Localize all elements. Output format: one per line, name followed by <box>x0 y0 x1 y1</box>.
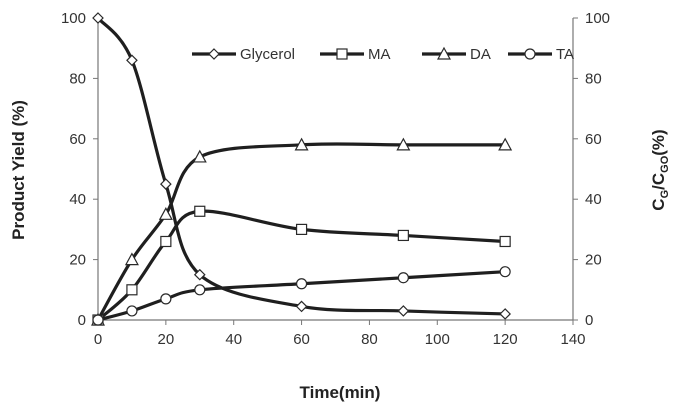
series-line-glycerol <box>96 16 507 316</box>
data-point-da <box>498 137 513 151</box>
data-point-da <box>294 137 309 151</box>
x-tick-label: 120 <box>493 331 518 348</box>
data-point-glycerol <box>397 305 410 317</box>
data-point-ma <box>499 235 511 248</box>
x-tick-label: 20 <box>158 331 175 348</box>
series-glycerol <box>92 12 511 320</box>
x-tick-label: 100 <box>425 331 450 348</box>
y-right-title-part-pct: (%) <box>649 129 668 155</box>
series-layer <box>90 12 513 326</box>
x-tick-label: 80 <box>361 331 378 348</box>
data-point-da <box>396 137 411 151</box>
y-right-title-sub-go: GO <box>659 155 671 173</box>
legend-marker <box>208 48 220 60</box>
y-right-title-part-slash: /C <box>649 173 668 190</box>
data-point-ma <box>397 229 409 242</box>
y-left-tick-label: 80 <box>69 70 86 87</box>
data-point-ta <box>160 293 172 305</box>
data-point-glycerol <box>193 268 206 281</box>
y-axis-left-title: Product Yield (%) <box>9 100 28 240</box>
data-point-ta <box>194 284 206 296</box>
data-point-glycerol <box>499 308 511 320</box>
x-tick-label: 40 <box>225 331 242 348</box>
y-right-tick-label: 100 <box>585 10 610 27</box>
data-point-ta <box>126 305 138 317</box>
y-right-tick-label: 0 <box>585 312 593 329</box>
y-left-tick-label: 40 <box>69 191 86 208</box>
data-point-da <box>158 207 173 220</box>
data-point-ta <box>295 278 308 290</box>
data-point-ta <box>499 266 511 278</box>
data-point-da <box>124 252 139 266</box>
data-point-glycerol <box>126 54 138 67</box>
y-axis-right-title: CG/CGO(%) <box>649 129 671 210</box>
data-point-ma <box>295 223 308 235</box>
y-right-tick-label: 80 <box>585 70 602 87</box>
data-point-ma <box>160 235 172 248</box>
x-axis-title: Time(min) <box>300 383 381 402</box>
y-right-tick-label: 40 <box>585 191 602 208</box>
legend-item-glycerol: Glycerol <box>192 46 295 63</box>
legend: Glycerol MA DA TA <box>192 46 574 63</box>
legend-marker <box>336 48 348 60</box>
legend-label: Glycerol <box>240 46 295 63</box>
data-point-glycerol <box>160 178 172 190</box>
y-left-tick-label: 100 <box>61 10 86 27</box>
legend-marker <box>524 48 536 60</box>
y-right-ticks: 0 20 40 60 80 100 <box>573 10 610 329</box>
data-point-ta <box>397 272 409 284</box>
legend-label: TA <box>556 46 574 63</box>
x-tick-label: 140 <box>560 331 585 348</box>
y-left-ticks: 0 20 40 60 80 100 <box>61 10 98 329</box>
data-point-ta <box>92 314 104 326</box>
y-left-tick-label: 60 <box>69 131 86 148</box>
y-left-tick-label: 20 <box>69 252 86 269</box>
x-tick-label: 0 <box>94 331 102 348</box>
y-right-tick-label: 20 <box>585 252 602 269</box>
data-point-glycerol <box>295 300 308 313</box>
plot-frame <box>97 18 574 321</box>
y-left-tick-label: 0 <box>78 312 86 329</box>
legend-item-ma: MA <box>320 46 391 63</box>
legend-label: MA <box>368 46 391 63</box>
x-tick-label: 60 <box>293 331 310 348</box>
y-right-tick-label: 60 <box>585 131 602 148</box>
legend-item-da: DA <box>422 46 491 63</box>
legend-item-ta: TA <box>508 46 574 63</box>
legend-marker <box>436 46 452 60</box>
data-point-ma <box>126 284 138 296</box>
y-right-title-part-c: C <box>649 198 668 210</box>
data-point-glycerol <box>92 12 104 24</box>
legend-label: DA <box>470 46 491 63</box>
series-da <box>90 137 513 326</box>
x-ticks: 0 20 40 60 80 100 120 140 <box>94 320 586 348</box>
y-right-title-sub-g: G <box>659 190 671 199</box>
data-point-ma <box>194 205 206 217</box>
series-ta <box>92 266 511 326</box>
data-point-da <box>192 149 207 163</box>
